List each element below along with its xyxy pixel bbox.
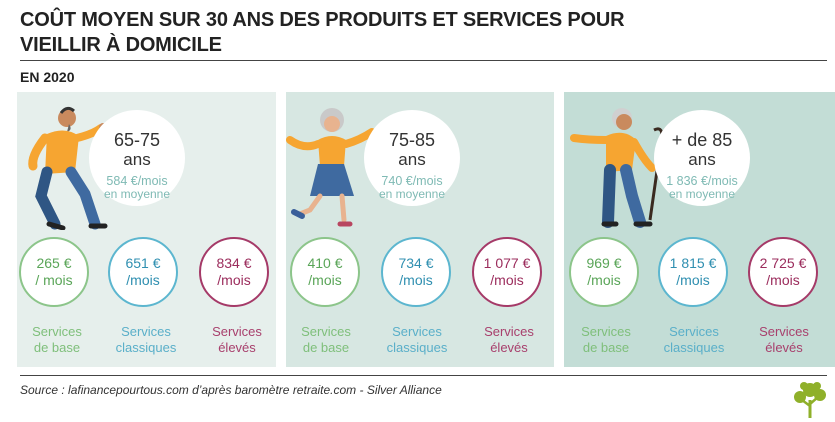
age-unit: ans bbox=[398, 150, 426, 169]
average-note: en moyenne bbox=[668, 187, 736, 201]
cost-circle-classic: 734 € /mois bbox=[381, 237, 451, 307]
cost-circle-base: 410 € /mois bbox=[290, 237, 360, 307]
service-label-base: Services de base bbox=[301, 324, 351, 355]
footer-divider bbox=[20, 375, 827, 376]
average-cost: 740 €/mois bbox=[381, 174, 443, 188]
cost-amount: 1 815 € bbox=[669, 255, 717, 271]
dancing-man-figure bbox=[28, 106, 108, 230]
panel-75-85: 75-85 ans 740 €/mois en moyenne 410 € /m… bbox=[286, 92, 554, 367]
age-unit: ans bbox=[123, 150, 151, 169]
cost-unit: /mois bbox=[308, 272, 342, 288]
panel-plus-85: + de 85 ans 1 836 €/mois en moyenne 969 … bbox=[564, 92, 835, 367]
cost-unit: /mois bbox=[587, 272, 621, 288]
age-unit: ans bbox=[688, 150, 716, 169]
average-cost: 584 €/mois bbox=[106, 174, 168, 188]
age-bubble: + de 85 ans 1 836 €/mois en moyenne bbox=[654, 110, 750, 206]
average-cost: 1 836 €/mois bbox=[666, 174, 738, 188]
service-label-high: Services élevés bbox=[759, 324, 809, 355]
cost-amount: 1 077 € bbox=[483, 255, 531, 271]
cost-amount: 969 € bbox=[586, 255, 622, 271]
source-note: Source : lafinancepourtous.com d’après b… bbox=[20, 383, 442, 397]
cost-amount: 410 € bbox=[307, 255, 343, 271]
cost-circle-base: 969 € /mois bbox=[569, 237, 639, 307]
service-label-base: Services de base bbox=[32, 324, 82, 355]
tree-logo-icon bbox=[794, 382, 826, 418]
cost-circle-high: 1 077 € /mois bbox=[472, 237, 542, 307]
cost-amount: 734 € bbox=[398, 255, 434, 271]
service-label-classic: Services classiques bbox=[663, 324, 725, 355]
cost-circle-high: 834 € /mois bbox=[199, 237, 269, 307]
service-label-high: Services élevés bbox=[212, 324, 262, 355]
panel-65-75: 65-75 ans 584 €/mois en moyenne 265 € / … bbox=[17, 92, 276, 367]
service-label-classic: Services classiques bbox=[386, 324, 448, 355]
age-bubble: 65-75 ans 584 €/mois en moyenne bbox=[89, 110, 185, 206]
cost-circle-classic: 651 € /mois bbox=[108, 237, 178, 307]
cost-circle-classic: 1 815 € /mois bbox=[658, 237, 728, 307]
page-title: COÛT MOYEN SUR 30 ANS DES PRODUITS ET SE… bbox=[20, 9, 625, 56]
cost-unit: /mois bbox=[490, 272, 524, 288]
average-note: en moyenne bbox=[378, 187, 446, 201]
cost-unit: /mois bbox=[766, 272, 800, 288]
service-label-high: Services élevés bbox=[484, 324, 534, 355]
cost-circle-base: 265 € / mois bbox=[19, 237, 89, 307]
man-with-cane-figure bbox=[570, 108, 664, 228]
age-bubble: 75-85 ans 740 €/mois en moyenne bbox=[364, 110, 460, 206]
cost-amount: 651 € bbox=[125, 255, 161, 271]
cost-amount: 265 € bbox=[36, 255, 72, 271]
title-divider bbox=[20, 60, 827, 61]
service-label-base: Services de base bbox=[581, 324, 631, 355]
age-range: + de 85 bbox=[671, 130, 733, 150]
service-label-classic: Services classiques bbox=[115, 324, 177, 355]
cost-amount: 834 € bbox=[216, 255, 252, 271]
cost-amount: 2 725 € bbox=[759, 255, 807, 271]
cost-unit: /mois bbox=[217, 272, 251, 288]
cost-unit: /mois bbox=[126, 272, 160, 288]
cost-circle-high: 2 725 € /mois bbox=[748, 237, 818, 307]
cost-unit: /mois bbox=[399, 272, 433, 288]
cost-unit: / mois bbox=[35, 272, 73, 288]
average-note: en moyenne bbox=[103, 187, 171, 201]
cost-unit: /mois bbox=[676, 272, 710, 288]
age-range: 65-75 bbox=[113, 130, 161, 150]
age-range: 75-85 bbox=[388, 130, 436, 150]
year-label: EN 2020 bbox=[20, 69, 75, 85]
